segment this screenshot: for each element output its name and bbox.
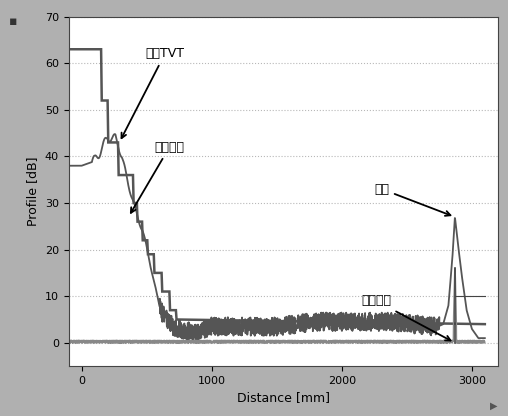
Y-axis label: Profile [dB]: Profile [dB] [26, 156, 39, 226]
Text: 物位: 物位 [374, 183, 451, 216]
Text: 默认TVT: 默认TVT [121, 47, 184, 138]
X-axis label: Distance [mm]: Distance [mm] [237, 391, 330, 404]
Text: ▪: ▪ [9, 15, 18, 27]
Text: 回波曲线: 回波曲线 [131, 141, 184, 213]
Text: 回波标记: 回波标记 [361, 295, 451, 341]
Text: ▶: ▶ [490, 401, 497, 411]
